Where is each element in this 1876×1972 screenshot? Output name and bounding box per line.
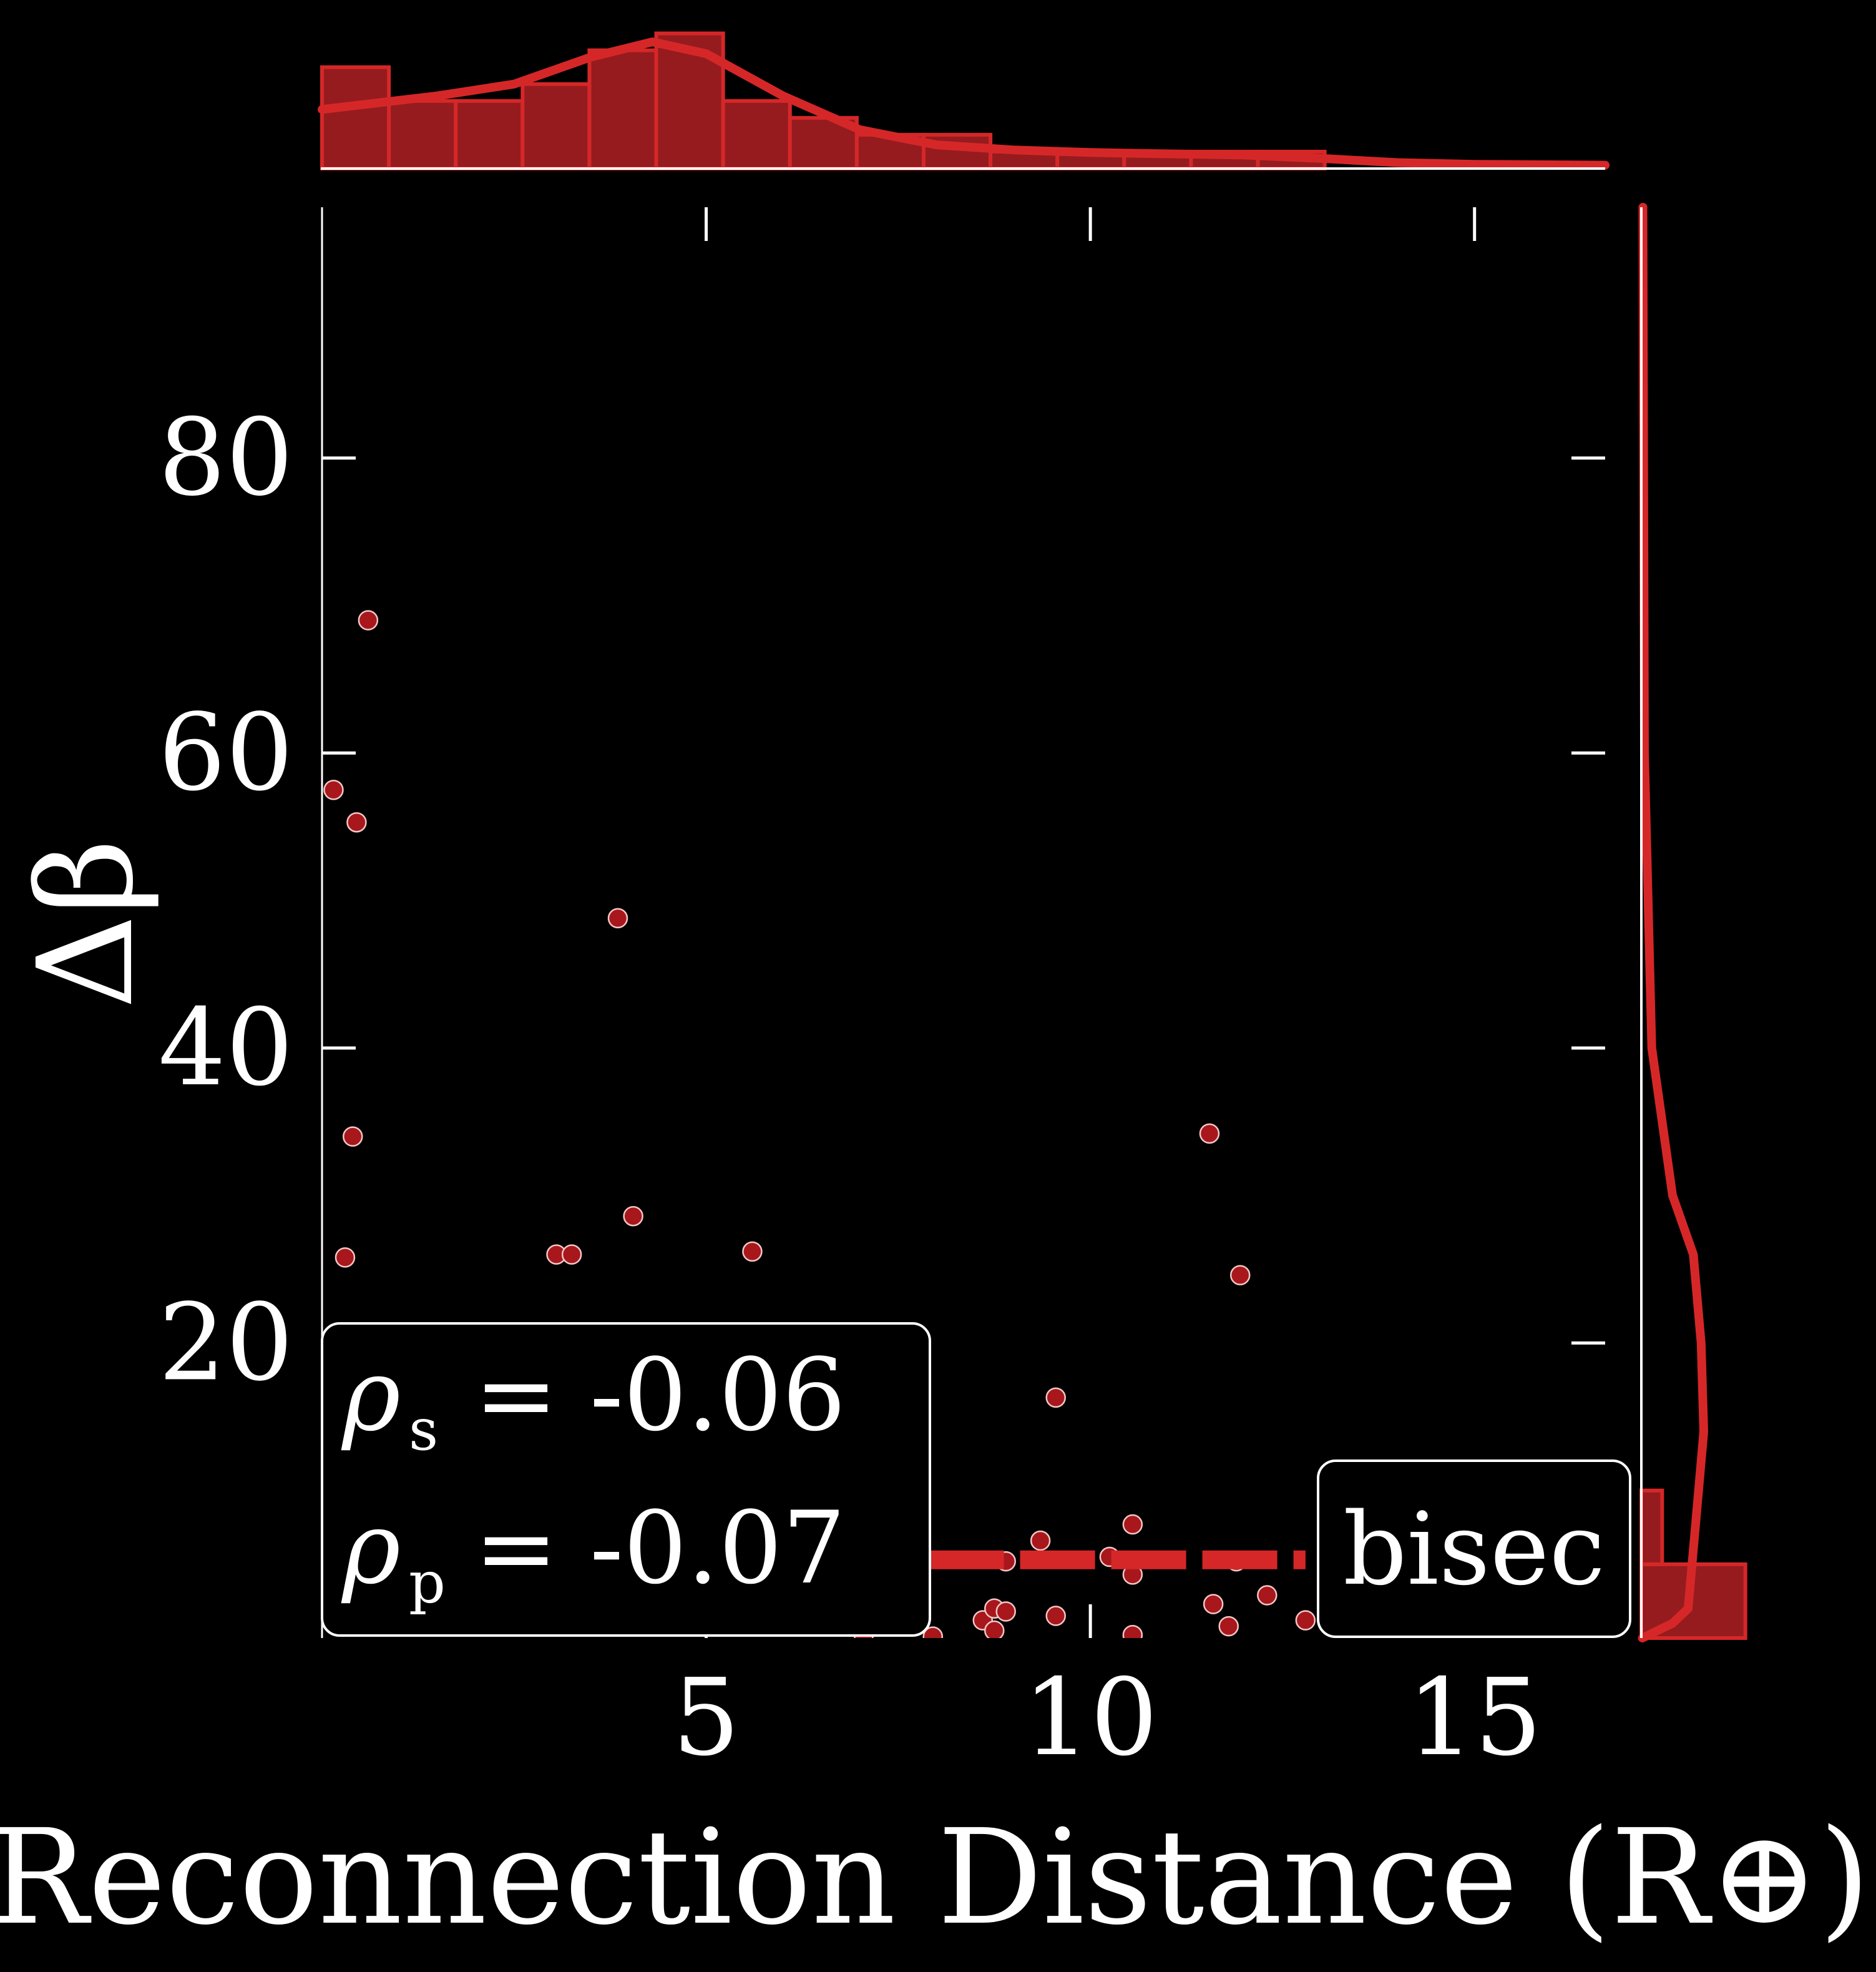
scatter-points — [323, 610, 1316, 1638]
top-hist-bar-0 — [320, 65, 391, 170]
scatter-point-9 — [742, 1241, 763, 1262]
x-tick-label-10: 10 — [1023, 1656, 1158, 1780]
scatter-point-21 — [1122, 1514, 1143, 1535]
bisec-legend: bisec — [1317, 1459, 1631, 1638]
scatter-point-24 — [1199, 1123, 1220, 1144]
top-hist-bar-2 — [454, 99, 525, 170]
y-tick-label-20: 20 — [159, 1281, 293, 1405]
scatter-point-3 — [346, 812, 367, 833]
right-kde-curve — [1638, 203, 1708, 1642]
rho-p-value: = -0.07 — [474, 1489, 846, 1606]
y-tick-label-60: 60 — [159, 691, 293, 815]
y-tick-label-80: 80 — [159, 396, 293, 520]
x-tick-label-15: 15 — [1407, 1656, 1542, 1780]
scatter-point-7 — [607, 908, 628, 929]
top-kde-curve — [318, 37, 1610, 170]
scatter-point-12 — [1045, 1606, 1066, 1626]
scatter-point-18 — [922, 1626, 943, 1638]
scatter-point-8 — [623, 1205, 643, 1227]
right-hist-bar-1 — [1639, 1488, 1664, 1566]
top-hist-bar-3 — [520, 82, 592, 170]
scatter-point-29 — [1257, 1585, 1278, 1606]
scatter-point-10 — [1045, 1387, 1066, 1408]
top-hist-bar-1 — [387, 99, 458, 170]
scatter-point-1 — [335, 1247, 356, 1268]
scatter-point-26 — [1218, 1616, 1239, 1637]
y-right-ticks — [1571, 456, 1605, 1345]
top-hist-bar-6 — [721, 99, 792, 170]
rho-s-value: = -0.06 — [474, 1337, 846, 1453]
scatter-point-0 — [323, 780, 344, 800]
scatter-point-11 — [1030, 1530, 1051, 1551]
stats-box: ρ s = -0.06 ρ p = -0.07 — [321, 1322, 931, 1637]
rho-p-subscript: p — [409, 1549, 446, 1616]
scatter-point-30 — [1295, 1610, 1316, 1631]
x-top-ticks — [705, 207, 1477, 241]
y-axis-label: Δβ — [9, 838, 162, 1009]
rho-p-symbol: ρ — [341, 1489, 401, 1606]
right-marginal-histogram — [1638, 203, 1747, 1642]
y-tick-label-40: 40 — [159, 986, 293, 1110]
x-axis-label: Reconnection Distance (R⊕) — [0, 1801, 1870, 1954]
top-hist-bar-4 — [587, 48, 658, 170]
scatter-point-6 — [561, 1244, 582, 1265]
bisec-legend-label: bisec — [1343, 1491, 1605, 1607]
scatter-point-23 — [1122, 1625, 1143, 1638]
y-ticks: 20 40 60 80 — [159, 396, 356, 1405]
scatter-point-28 — [1229, 1265, 1251, 1285]
scatter-point-4 — [358, 610, 379, 630]
scatter-point-2 — [342, 1126, 363, 1147]
scatter-point-25 — [1203, 1594, 1224, 1614]
top-marginal-histogram — [318, 31, 1610, 170]
rho-s-subscript: s — [409, 1396, 438, 1463]
x-ticks: 5 10 15 — [672, 1604, 1542, 1780]
scatter-point-17 — [995, 1601, 1016, 1622]
rho-s-symbol: ρ — [341, 1337, 401, 1453]
x-tick-label-5: 5 — [672, 1656, 740, 1780]
scatter-point-15 — [984, 1620, 1005, 1638]
